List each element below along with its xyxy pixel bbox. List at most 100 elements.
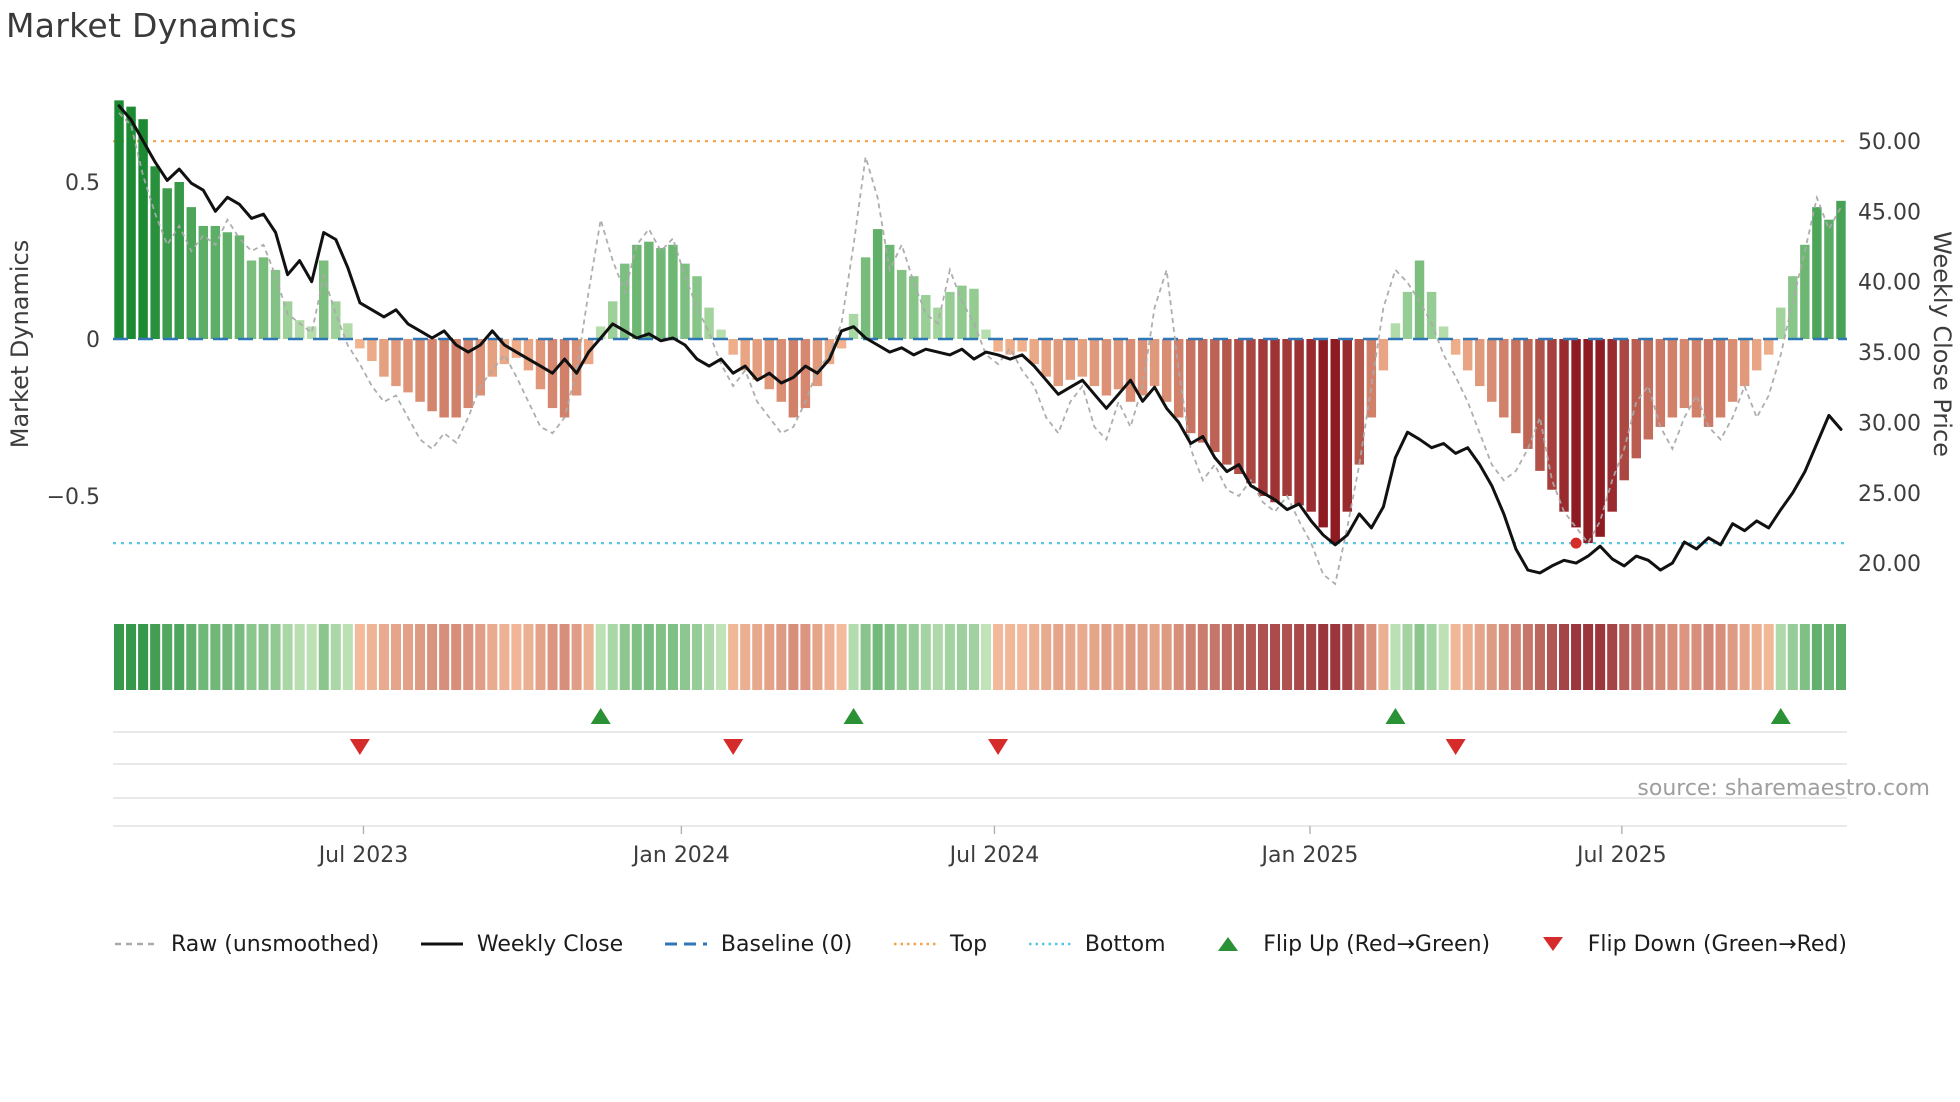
raw-line-swatch-icon xyxy=(115,942,157,946)
page-title: Market Dynamics xyxy=(6,6,298,45)
heatmap-cell xyxy=(981,624,992,690)
heatmap-cell xyxy=(1751,624,1762,690)
heatmap-cell xyxy=(824,624,835,690)
legend-label-bottom: Bottom xyxy=(1084,931,1166,957)
legend-label-baseline: Baseline (0) xyxy=(720,931,853,957)
heatmap-cell xyxy=(403,624,414,690)
momentum-bar xyxy=(198,225,209,339)
legend-label-top: Top xyxy=(950,931,988,957)
momentum-bar xyxy=(1438,326,1449,339)
heatmap-cell xyxy=(1306,624,1317,690)
momentum-bar xyxy=(800,339,811,409)
momentum-bar xyxy=(126,106,136,339)
heatmap-cell xyxy=(535,624,546,690)
heatmap-cell xyxy=(1053,624,1064,690)
y-tick-label-left: −0.5 xyxy=(47,485,100,510)
heatmap-cell xyxy=(1414,624,1425,690)
heatmap-cell xyxy=(812,624,823,690)
momentum-bar xyxy=(824,339,835,365)
heatmap-cell xyxy=(908,624,919,690)
momentum-bar xyxy=(692,276,702,339)
momentum-bar xyxy=(1559,339,1569,512)
bottom-line-swatch-icon xyxy=(1028,942,1071,946)
momentum-bar xyxy=(836,339,847,349)
momentum-bar xyxy=(1691,339,1702,418)
heatmap-cell xyxy=(1643,624,1654,690)
heatmap-cell xyxy=(1209,624,1220,690)
heatmap-cell xyxy=(1522,624,1533,690)
momentum-bar xyxy=(1788,276,1798,339)
source-attribution: source: sharemaestro.com xyxy=(1637,776,1930,801)
momentum-bar xyxy=(186,207,196,339)
momentum-bar xyxy=(1607,339,1617,512)
heatmap-cell xyxy=(330,624,341,690)
heatmap-cell xyxy=(860,624,871,690)
momentum-bar xyxy=(258,257,269,339)
heatmap-cell xyxy=(162,624,173,690)
momentum-bar xyxy=(1390,323,1401,339)
momentum-bar xyxy=(210,225,221,339)
momentum-bar xyxy=(1258,339,1268,496)
heatmap-cell xyxy=(451,624,462,690)
momentum-bar xyxy=(1776,307,1786,339)
heatmap-cell xyxy=(270,624,281,690)
heatmap-cell xyxy=(1667,624,1678,690)
heatmap-cell xyxy=(1426,624,1437,690)
heatmap-cell xyxy=(643,624,654,690)
heatmap-cell xyxy=(186,624,197,690)
raw-line xyxy=(118,112,1842,586)
momentum-bar xyxy=(1173,339,1184,418)
heatmap-cell xyxy=(716,624,727,690)
heatmap-cell xyxy=(896,624,907,690)
heatmap-cell xyxy=(1017,624,1028,690)
heatmap-cell xyxy=(1041,624,1052,690)
momentum-bar xyxy=(174,182,184,339)
momentum-bar xyxy=(1547,339,1557,490)
momentum-bar xyxy=(981,329,991,339)
momentum-bar xyxy=(1101,339,1112,396)
heatmap-cell xyxy=(1137,624,1148,690)
heatmap-cell xyxy=(1245,624,1256,690)
momentum-bar xyxy=(343,323,353,339)
momentum-bar xyxy=(1800,244,1810,339)
heatmap-cell xyxy=(258,624,269,690)
momentum-bar xyxy=(1113,339,1124,390)
heatmap-cell xyxy=(1197,624,1208,690)
heatmap-cell xyxy=(595,624,606,690)
momentum-bar xyxy=(1511,339,1521,434)
y-tick-label-left: 0 xyxy=(86,328,100,353)
heatmap-cell xyxy=(1438,624,1449,690)
chart-legend: Raw (unsmoothed) Weekly Close Baseline (0)… xyxy=(113,922,1847,966)
heatmap-cell xyxy=(234,624,245,690)
flip-up-marker-icon xyxy=(1218,937,1239,951)
flip-down-marker xyxy=(1445,739,1466,755)
heatmap-cell xyxy=(740,624,751,690)
heatmap-cell xyxy=(728,624,739,690)
momentum-bar xyxy=(1475,339,1485,387)
heatmap-cell xyxy=(1679,624,1690,690)
heatmap-cell xyxy=(294,624,305,690)
flip-down-marker xyxy=(988,739,1009,755)
x-tick-label: Jan 2025 xyxy=(1259,843,1358,868)
heatmap-cell xyxy=(1631,624,1642,690)
momentum-bar xyxy=(463,339,473,409)
legend-label-flip-down: Flip Down (Green→Red) xyxy=(1587,931,1847,957)
momentum-bar xyxy=(656,247,666,339)
heatmap-cell xyxy=(415,624,426,690)
momentum-bar xyxy=(884,244,895,339)
x-tick-label: Jul 2025 xyxy=(1575,843,1667,868)
heatmap-cell xyxy=(1799,624,1810,690)
momentum-bar xyxy=(523,339,534,371)
heatmap-cell xyxy=(1703,624,1714,690)
momentum-bar xyxy=(1041,339,1051,377)
flip-down-marker xyxy=(349,739,370,755)
heatmap-cell xyxy=(655,624,666,690)
heatmap-cell xyxy=(956,624,967,690)
heatmap-cell xyxy=(1619,624,1630,690)
heatmap-cell xyxy=(1089,624,1100,690)
heatmap-cell xyxy=(1559,624,1570,690)
momentum-bar xyxy=(270,269,281,339)
heatmap-cell xyxy=(439,624,450,690)
momentum-bar xyxy=(1667,339,1678,418)
